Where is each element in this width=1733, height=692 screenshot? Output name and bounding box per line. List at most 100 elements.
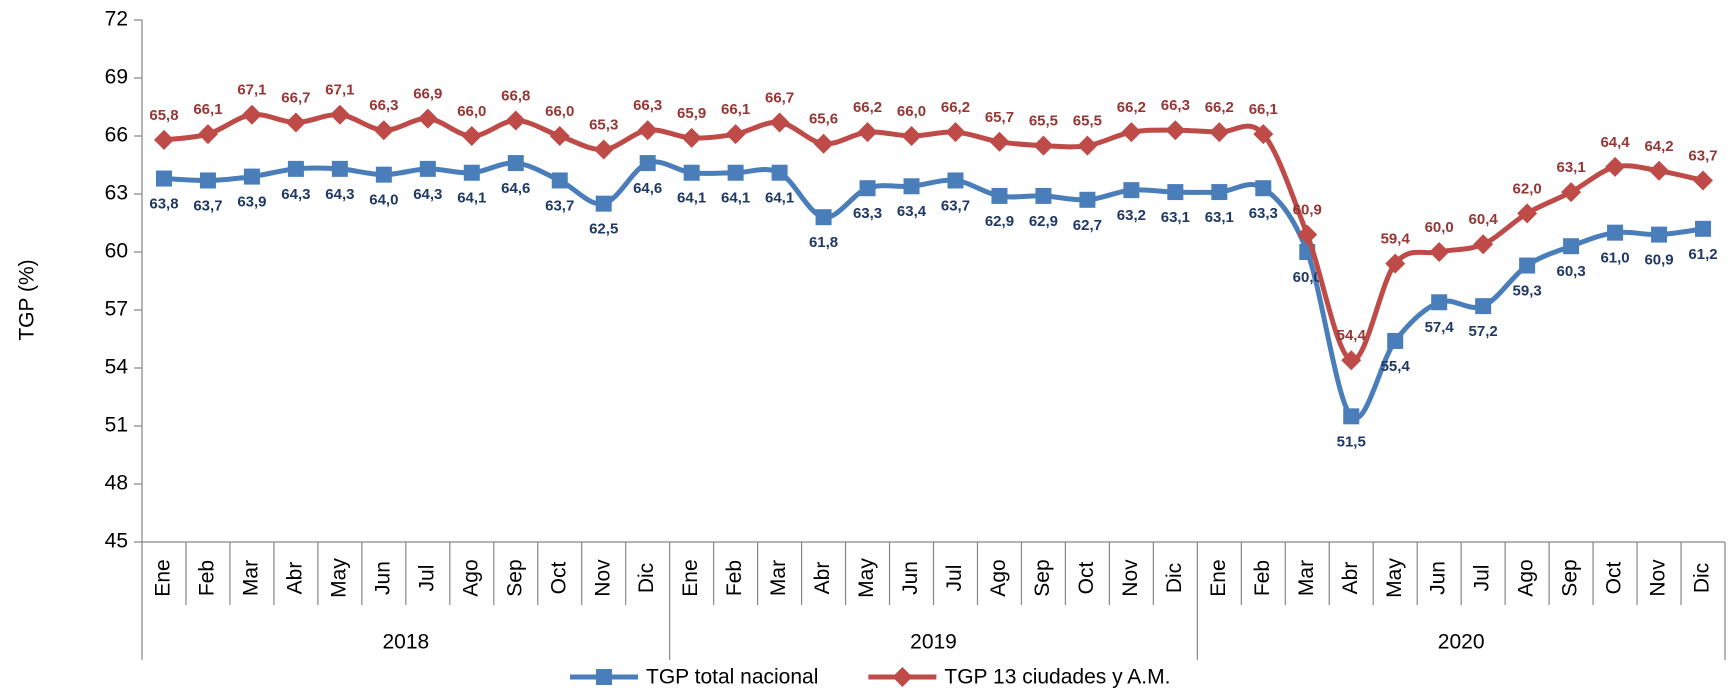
- value-label: 64,3: [281, 186, 310, 203]
- x-tick-label: Dic: [1691, 563, 1714, 593]
- point: [1211, 184, 1228, 201]
- y-tick-label: 54: [105, 356, 129, 379]
- y-axis-title: TGP (%): [16, 259, 39, 340]
- value-label: 57,2: [1469, 323, 1498, 340]
- point: [593, 139, 614, 160]
- x-tick-label: Abr: [283, 562, 306, 595]
- value-label: 57,4: [1425, 319, 1455, 336]
- value-label: 66,8: [501, 88, 530, 105]
- value-label: 62,0: [1513, 180, 1542, 197]
- point: [331, 160, 348, 177]
- point: [1385, 253, 1406, 274]
- value-label: 66,3: [633, 97, 662, 114]
- value-label: 63,8: [149, 196, 178, 213]
- point: [1297, 224, 1318, 245]
- point: [1605, 156, 1626, 177]
- x-tick-label: Ago: [987, 559, 1010, 596]
- value-label: 66,1: [1249, 101, 1278, 118]
- point: [947, 172, 964, 189]
- point: [991, 187, 1008, 204]
- x-tick-label: Nov: [1647, 559, 1670, 597]
- point: [549, 126, 570, 146]
- point: [1341, 350, 1362, 371]
- value-label: 61,0: [1600, 250, 1629, 267]
- point: [903, 178, 920, 195]
- x-tick-label: May: [1383, 558, 1406, 598]
- value-label: 67,1: [325, 82, 354, 99]
- point: [859, 180, 876, 197]
- x-tick-label: Ene: [679, 559, 702, 596]
- x-tick-label: Jul: [415, 565, 438, 592]
- value-label: 64,1: [765, 190, 794, 207]
- point: [329, 104, 350, 125]
- value-label: 66,1: [193, 101, 222, 118]
- point: [1255, 180, 1272, 197]
- point: [1519, 257, 1536, 274]
- x-tick-label: Mar: [239, 560, 262, 596]
- value-label: 60,3: [1556, 263, 1585, 280]
- x-tick-label: Jun: [1427, 561, 1450, 595]
- value-label: 64,1: [721, 190, 750, 207]
- x-tick-label: Jun: [899, 561, 922, 595]
- point: [1343, 408, 1360, 425]
- value-label: 64,3: [325, 186, 354, 203]
- point: [1431, 294, 1448, 311]
- x-tick-label: Oct: [547, 562, 570, 595]
- y-tick-label: 69: [105, 66, 128, 89]
- x-tick-label: Sep: [503, 559, 526, 596]
- value-label: 64,1: [457, 190, 486, 207]
- point: [417, 108, 438, 129]
- value-label: 66,2: [853, 99, 882, 116]
- value-label: 62,9: [1029, 213, 1058, 230]
- value-label: 65,5: [1029, 113, 1058, 130]
- point: [1517, 203, 1538, 224]
- point: [901, 126, 922, 146]
- y-tick-label: 51: [105, 414, 128, 437]
- point: [241, 104, 262, 125]
- y-tick-label: 60: [105, 240, 128, 263]
- point: [1079, 191, 1096, 208]
- point: [813, 133, 834, 154]
- y-tick-label: 72: [105, 8, 128, 31]
- legend-marker: [892, 667, 913, 687]
- point: [1607, 224, 1624, 241]
- value-label: 64,2: [1644, 138, 1673, 155]
- value-label: 65,3: [589, 117, 618, 134]
- y-tick-label: 63: [105, 182, 128, 205]
- value-label: 63,1: [1556, 159, 1585, 176]
- value-label: 59,4: [1381, 231, 1411, 248]
- x-tick-label: Dic: [635, 563, 658, 593]
- point: [375, 166, 392, 183]
- value-label: 66,0: [897, 103, 926, 120]
- point: [153, 129, 174, 150]
- value-label: 64,6: [501, 180, 530, 197]
- value-label: 66,7: [765, 89, 794, 106]
- point: [683, 164, 700, 181]
- year-label: 2019: [910, 631, 957, 654]
- point: [815, 209, 832, 226]
- x-tick-label: Feb: [1251, 560, 1274, 596]
- point: [1077, 135, 1098, 156]
- point: [197, 124, 218, 145]
- value-label: 64,0: [369, 192, 398, 209]
- value-label: 59,3: [1513, 283, 1542, 300]
- y-tick-label: 48: [105, 472, 128, 495]
- point: [373, 120, 394, 141]
- value-label: 66,0: [545, 103, 574, 120]
- value-label: 65,8: [149, 107, 178, 124]
- point: [989, 131, 1010, 152]
- point: [199, 172, 216, 189]
- value-label: 64,4: [1600, 134, 1630, 151]
- point: [551, 172, 568, 189]
- value-label: 66,3: [369, 97, 398, 114]
- point: [419, 160, 436, 177]
- legend-label: TGP 13 ciudades y A.M.: [944, 666, 1170, 689]
- value-label: 63,2: [1117, 207, 1146, 224]
- point: [1693, 170, 1714, 191]
- x-tick-label: Ene: [152, 559, 175, 596]
- x-tick-label: Abr: [811, 562, 834, 595]
- x-tick-label: May: [855, 558, 878, 598]
- value-label: 60,0: [1293, 269, 1322, 286]
- value-label: 66,1: [721, 101, 750, 118]
- x-tick-label: May: [327, 558, 350, 598]
